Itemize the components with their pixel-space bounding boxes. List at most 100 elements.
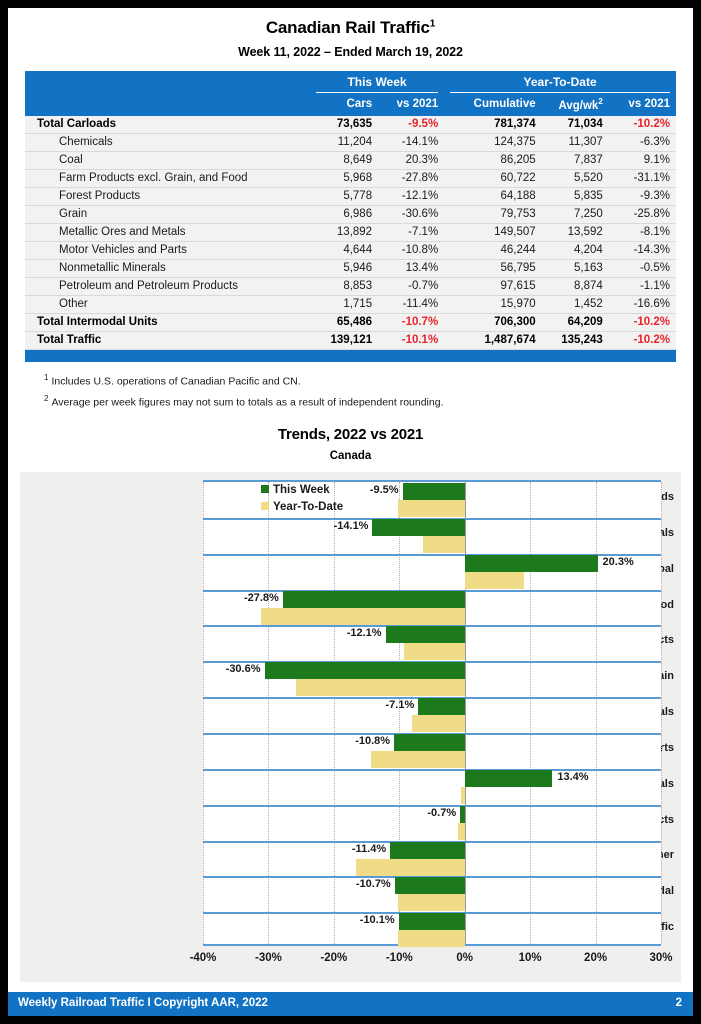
group-header-year-to-date: Year-To-Date [444, 71, 676, 95]
row-cumulative: 781,374 [444, 115, 542, 134]
chart-gridline [333, 482, 335, 945]
chart-bar-year-to-date [403, 643, 465, 661]
row-cars: 11,204 [309, 133, 379, 152]
row-vs-2021-ytd: 9.1% [608, 151, 676, 170]
chart-legend-swatch [261, 502, 269, 511]
table-group-header-row: This Week Year-To-Date [25, 71, 676, 95]
row-cumulative: 60,722 [444, 169, 542, 188]
chart-legend-swatch [261, 485, 269, 494]
row-vs-2021-ytd: -9.3% [608, 187, 676, 206]
group-header-spacer [25, 71, 310, 95]
table-row: Petroleum and Petroleum Products 8,853 -0.… [25, 277, 676, 296]
row-vs-2021-week: -14.1% [378, 133, 445, 152]
page-title: Canadian Rail Traffic1 [8, 8, 693, 38]
row-cumulative: 706,300 [444, 312, 542, 332]
chart-bar-this-week [418, 698, 465, 716]
row-cumulative: 79,753 [444, 205, 542, 224]
column-header-commodity [25, 95, 310, 116]
chart-title: Trends, 2022 vs 2021 [277, 426, 424, 444]
chart-x-tick-label: -40% [189, 952, 217, 965]
column-header-vs-2021-week: vs 2021 [378, 95, 445, 116]
footnotes: 1 Includes U.S. operations of Canadian Pa… [44, 371, 676, 414]
chart-bar-year-to-date [371, 751, 465, 768]
chart-bar-year-to-date [461, 786, 465, 804]
row-vs-2021-week: -0.7% [378, 277, 445, 296]
table-column-header-row: Cars vs 2021 Cumulative Avg/wk2 vs 2021 [25, 95, 676, 116]
row-avg-wk: 5,835 [541, 187, 609, 206]
row-vs-2021-ytd: -8.1% [608, 223, 676, 242]
page-title-text: Canadian Rail Traffic [265, 18, 430, 37]
chart-value-label: -27.8% [243, 591, 279, 604]
table-bottom-band [25, 349, 676, 362]
row-vs-2021-ytd: -25.8% [608, 205, 676, 224]
footnote: 2 Average per week figures may not sum to… [44, 392, 676, 414]
chart-row-separator [203, 768, 661, 771]
row-cumulative: 149,507 [444, 223, 542, 242]
row-vs-2021-ytd: -16.6% [608, 295, 676, 314]
chart-value-label: -7.1% [385, 699, 415, 712]
footnote-marker: 2 [44, 394, 49, 404]
row-cumulative: 97,615 [444, 277, 542, 296]
chart-value-label: -10.7% [355, 878, 391, 891]
row-avg-wk: 5,163 [541, 259, 609, 278]
row-vs-2021-week: -7.1% [378, 223, 445, 242]
chart-bar-this-week [460, 805, 465, 823]
row-commodity-name: Farm Products excl. Grain, and Food [25, 169, 310, 188]
chart-x-tick-label: 10% [518, 952, 542, 965]
footer-page-number: 2 [675, 997, 682, 1009]
table-row: Total Traffic 139,121 -10.1% 1,487,674 135,2… [25, 331, 676, 350]
rail-traffic-table: This Week Year-To-Date Cars vs 2021 Cumu… [25, 71, 676, 350]
table-row: Total Intermodal Units 65,486 -10.7% 706,30… [25, 312, 676, 332]
chart-bar-this-week [398, 913, 465, 931]
footnote: 1 Includes U.S. operations of Canadian Pa… [44, 371, 676, 393]
row-avg-wk: 64,209 [541, 312, 609, 332]
chart-bar-year-to-date [457, 822, 465, 840]
chart-gridline [203, 482, 204, 945]
table-row: Grain 6,986 -30.6% 79,753 7,250 -25.8% [25, 205, 676, 224]
row-cars: 5,778 [309, 187, 379, 206]
row-vs-2021-week: 20.3% [378, 151, 445, 170]
row-avg-wk: 71,034 [541, 115, 609, 134]
chart-bar-this-week [402, 483, 465, 501]
footnote-text: Average per week figures may not sum to … [51, 396, 444, 409]
row-vs-2021-ytd: -10.2% [608, 312, 676, 332]
chart-bar-this-week [464, 769, 553, 787]
row-commodity-name: Total Carloads [25, 115, 310, 134]
chart-value-label: 20.3% [602, 555, 634, 568]
rail-traffic-table-wrapper: This Week Year-To-Date Cars vs 2021 Cumu… [25, 71, 676, 350]
chart-value-label: -14.1% [333, 519, 369, 532]
trends-chart: Total CarloadsChemicalsCoalFarm Products… [20, 472, 681, 983]
row-vs-2021-ytd: -6.3% [608, 133, 676, 152]
row-avg-wk: 4,204 [541, 241, 609, 260]
row-vs-2021-week: -27.8% [378, 169, 445, 188]
chart-gridline [399, 482, 401, 945]
row-vs-2021-week: -12.1% [378, 187, 445, 206]
row-avg-wk: 7,250 [541, 205, 609, 224]
chart-bar-this-week [264, 662, 465, 680]
row-vs-2021-ytd: -14.3% [608, 241, 676, 260]
row-cumulative: 86,205 [444, 151, 542, 170]
page-footer: Weekly Railroad Traffic I Copyright AAR,… [8, 992, 693, 1016]
row-avg-wk: 13,592 [541, 223, 609, 242]
row-commodity-name: Chemicals [25, 133, 310, 152]
table-row: Nonmetallic Minerals 5,946 13.4% 56,795 5,16… [25, 259, 676, 278]
chart-x-tick-label: -10% [385, 952, 413, 965]
row-commodity-name: Total Intermodal Units [25, 312, 310, 332]
chart-value-label: -30.6% [225, 663, 261, 676]
chart-value-label: -10.8% [355, 735, 391, 747]
row-avg-wk: 8,874 [541, 277, 609, 296]
row-cars: 4,644 [309, 241, 379, 260]
row-vs-2021-week: -30.6% [378, 205, 445, 224]
row-cars: 139,121 [309, 331, 379, 350]
chart-bar-this-week [385, 626, 465, 644]
chart-value-label: -12.1% [346, 627, 382, 640]
chart-row-separator [203, 553, 661, 556]
table-row: Farm Products excl. Grain, and Food 5,968… [25, 169, 676, 188]
row-vs-2021-ytd: -10.2% [608, 331, 676, 350]
page-title-footnote-marker: 1 [429, 18, 436, 30]
chart-bar-year-to-date [261, 607, 465, 625]
chart-bar-year-to-date [397, 894, 465, 912]
chart-legend-label: Year-To-Date [273, 501, 344, 514]
table-row: Forest Products 5,778 -12.1% 64,188 5,835 -9.… [25, 187, 676, 206]
row-cumulative: 46,244 [444, 241, 542, 260]
